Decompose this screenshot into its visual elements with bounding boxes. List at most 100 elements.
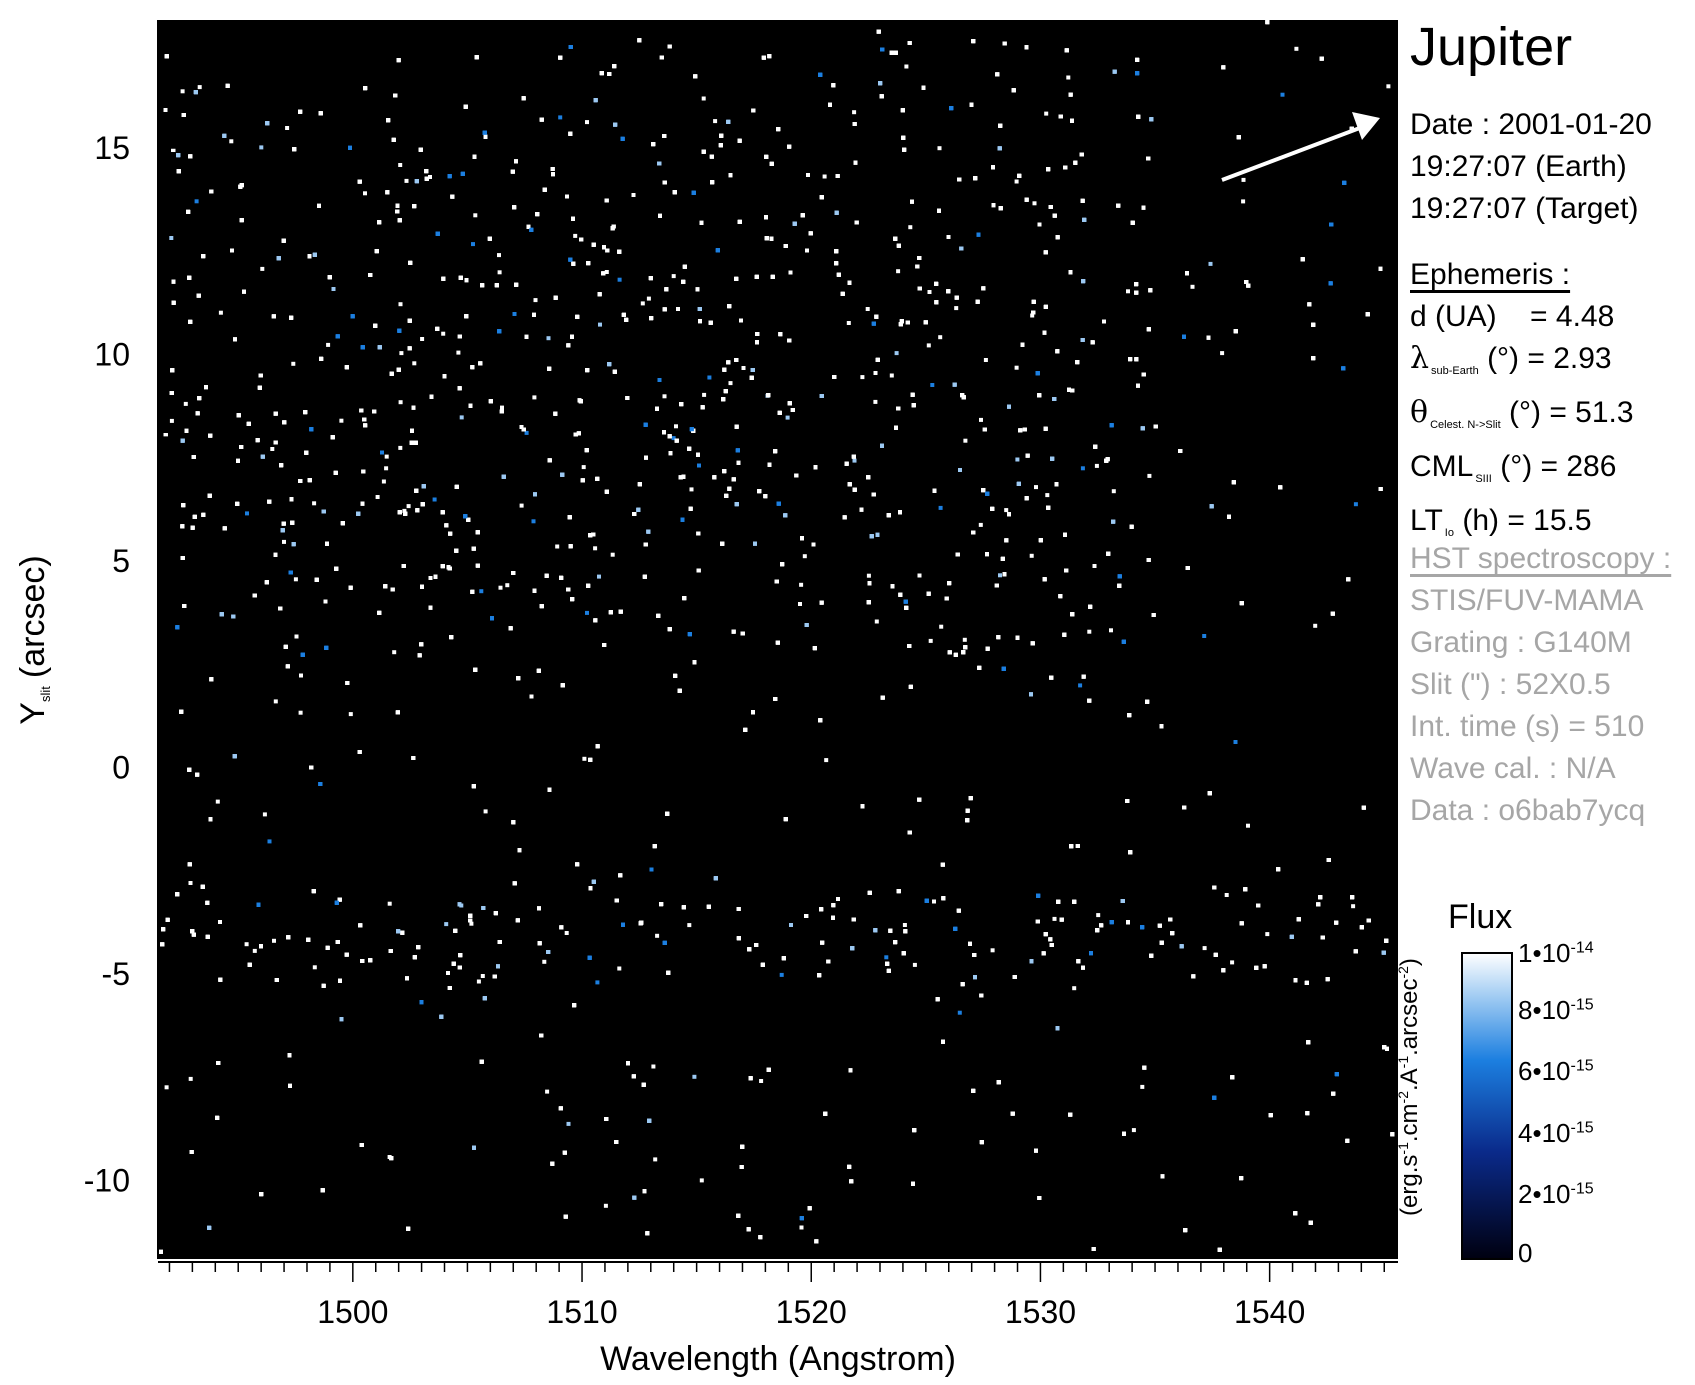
flux-pixel xyxy=(169,418,174,423)
flux-pixel xyxy=(1202,634,1207,638)
flux-pixel xyxy=(785,415,790,420)
flux-pixel xyxy=(363,191,367,196)
flux-pixel xyxy=(545,1089,550,1094)
flux-pixel xyxy=(938,505,943,510)
flux-pixel xyxy=(1386,84,1391,89)
flux-pixel xyxy=(282,539,286,544)
flux-pixel xyxy=(432,497,437,502)
flux-pixel xyxy=(573,233,578,238)
flux-pixel xyxy=(252,948,257,953)
flux-pixel xyxy=(713,119,718,124)
flux-pixel xyxy=(273,699,278,704)
flux-pixel xyxy=(873,399,878,404)
flux-pixel xyxy=(937,146,942,151)
flux-pixel xyxy=(285,126,290,130)
flux-pixel xyxy=(398,445,403,450)
flux-pixel xyxy=(852,458,857,463)
flux-pixel xyxy=(1109,628,1113,633)
flux-pixel xyxy=(479,589,484,594)
flux-pixel xyxy=(1066,75,1071,80)
flux-pixel xyxy=(617,966,622,971)
flux-pixel xyxy=(398,400,403,405)
flux-pixel xyxy=(558,115,563,120)
flux-pixel xyxy=(312,965,317,970)
flux-pixel xyxy=(169,236,174,240)
flux-pixel xyxy=(1147,473,1152,478)
flux-pixel xyxy=(406,504,411,509)
flux-pixel xyxy=(926,343,931,348)
flux-pixel xyxy=(1111,489,1116,494)
flux-pixel xyxy=(962,637,967,642)
flux-pixel xyxy=(1313,623,1318,628)
flux-pixel xyxy=(375,495,380,499)
flux-pixel xyxy=(497,270,502,275)
flux-pixel xyxy=(585,610,589,615)
flux-pixel xyxy=(662,394,667,399)
flux-pixel xyxy=(836,897,840,901)
flux-pixel xyxy=(655,933,660,938)
flux-pixel xyxy=(1208,261,1213,266)
flux-pixel xyxy=(272,938,276,943)
flux-pixel xyxy=(902,923,907,927)
flux-pixel xyxy=(646,296,651,301)
flux-pixel xyxy=(1246,823,1250,828)
flux-pixel xyxy=(697,463,701,468)
flux-pixel xyxy=(939,624,944,629)
flux-pixel xyxy=(1004,508,1009,513)
plot-area xyxy=(158,20,1398,1259)
flux-pixel xyxy=(298,710,303,715)
flux-pixel xyxy=(459,415,464,420)
flux-pixel xyxy=(930,383,935,387)
flux-pixel xyxy=(163,108,168,112)
flux-pixel xyxy=(983,358,988,362)
flux-pixel xyxy=(1265,932,1270,937)
flux-pixel xyxy=(1280,92,1285,97)
flux-pixel xyxy=(348,712,353,717)
flux-pixel xyxy=(1353,502,1358,507)
flux-pixel xyxy=(566,1121,571,1126)
flux-pixel xyxy=(564,931,569,935)
flux-pixel xyxy=(1202,946,1207,951)
flux-pixel xyxy=(1052,916,1057,921)
flux-pixel xyxy=(692,1074,697,1079)
flux-pixel xyxy=(197,85,202,90)
flux-pixel xyxy=(441,331,446,336)
flux-pixel xyxy=(617,277,622,282)
flux-pixel xyxy=(1032,201,1037,206)
flux-pixel xyxy=(218,310,223,315)
flux-pixel xyxy=(1230,960,1235,965)
flux-pixel xyxy=(473,213,478,218)
flux-pixel xyxy=(469,921,474,926)
flux-pixel xyxy=(1102,319,1106,324)
flux-pixel xyxy=(954,306,959,311)
flux-pixel xyxy=(687,923,692,928)
flux-pixel xyxy=(674,424,678,429)
flux-pixel xyxy=(912,962,917,967)
flux-pixel xyxy=(270,447,275,451)
flux-pixel xyxy=(874,619,879,624)
flux-pixel xyxy=(1220,351,1225,356)
flux-pixel xyxy=(1294,46,1299,51)
flux-pixel xyxy=(1072,986,1077,991)
flux-pixel xyxy=(505,583,510,588)
flux-pixel xyxy=(480,974,485,978)
flux-pixel xyxy=(759,1079,764,1083)
flux-pixel xyxy=(1126,289,1130,294)
flux-pixel xyxy=(998,573,1002,578)
flux-pixel xyxy=(512,312,517,316)
flux-pixel xyxy=(894,351,899,356)
flux-pixel xyxy=(1014,365,1019,370)
flux-pixel xyxy=(824,758,829,763)
flux-pixel xyxy=(260,266,265,271)
flux-pixel xyxy=(1094,463,1099,468)
flux-pixel xyxy=(194,199,199,204)
flux-pixel xyxy=(822,174,827,179)
flux-pixel xyxy=(938,335,943,340)
flux-pixel xyxy=(387,901,392,906)
flux-pixel xyxy=(267,839,272,844)
flux-pixel xyxy=(582,756,587,761)
flux-pixel xyxy=(498,585,503,590)
flux-pixel xyxy=(323,599,328,604)
flux-pixel xyxy=(180,89,185,94)
flux-pixels xyxy=(159,20,1395,1254)
